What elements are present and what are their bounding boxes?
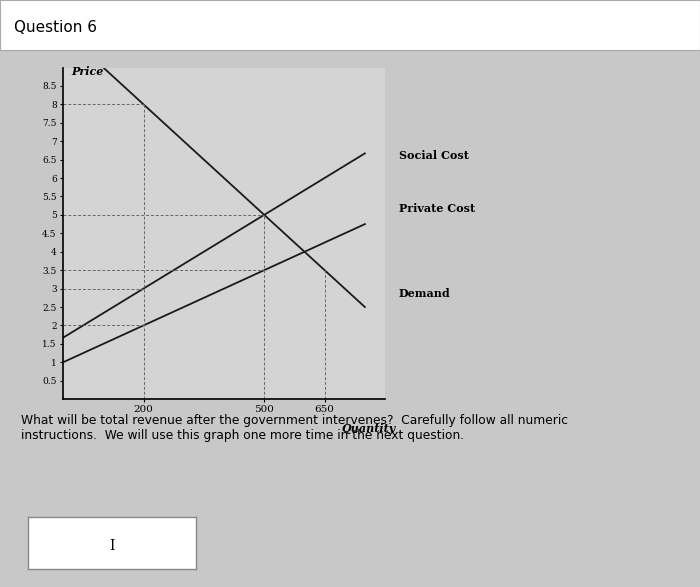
Text: What will be total revenue after the government intervenes?  Carefully follow al: What will be total revenue after the gov…: [21, 414, 568, 442]
Text: Question 6: Question 6: [14, 20, 97, 35]
Text: Quantity: Quantity: [342, 423, 396, 434]
Text: Social Cost: Social Cost: [399, 150, 469, 161]
Text: I: I: [109, 539, 115, 552]
Text: Private Cost: Private Cost: [399, 203, 475, 214]
Text: Demand: Demand: [399, 288, 451, 299]
Text: Price: Price: [71, 66, 104, 77]
